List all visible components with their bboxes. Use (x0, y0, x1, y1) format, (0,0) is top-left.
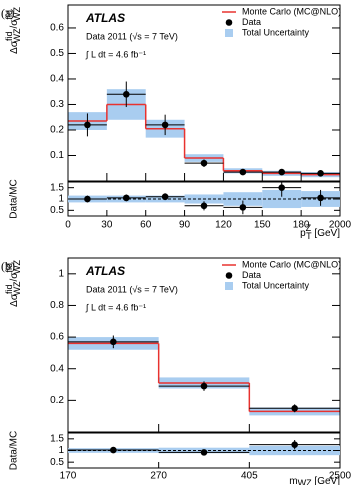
y-label-sup: fid (4, 263, 14, 273)
ratio-point (317, 194, 324, 202)
x-tick-label: 30 (101, 220, 113, 231)
ratio-point (161, 193, 169, 201)
x-tick-label: 2000 (329, 220, 352, 231)
ratio-point (200, 202, 208, 210)
ratio-y-tick-label: 1.5 (50, 182, 64, 193)
y-label: ΔσfidWZ/σfidWZ (4, 260, 22, 307)
ratio-point (278, 184, 286, 191)
legend-data-swatch (225, 272, 233, 279)
data-point (239, 168, 247, 176)
ratio-y-label: Data/MC (9, 431, 20, 470)
energy-text: Data 2011 (√s = 7 TeV) (86, 284, 178, 294)
y-tick-label: 0.6 (50, 332, 64, 343)
legend-label: Total Uncertainty (242, 280, 310, 290)
legend-label: Monte Carlo (MC@NLO) (242, 259, 341, 269)
y-label-sup: fid (4, 284, 14, 294)
energy-text: Data 2011 (√s = 7 TeV) (86, 31, 178, 41)
main-frame (67, 4, 341, 182)
legend-label: Data (242, 270, 261, 280)
x-tick-label: 270 (150, 471, 167, 482)
x-tick-label: 170 (60, 471, 77, 482)
ratio-y-label: Data/MC (9, 179, 20, 218)
y-label-sub: WZ (12, 7, 22, 21)
x-tick-label: 2500 (329, 471, 352, 482)
ratio-point (239, 204, 247, 211)
panel-label: (b) (1, 259, 15, 273)
legend-band-swatch (225, 282, 233, 290)
y-tick-label: 0.4 (50, 74, 64, 85)
ratio-point (291, 441, 298, 448)
x-tick-label: 120 (215, 220, 232, 231)
x-label: pZ T [GeV] (300, 223, 340, 241)
x-tick-label: 0 (65, 220, 71, 231)
data-point (161, 121, 169, 129)
ratio-y-tick-label: 0.5 (50, 205, 64, 216)
ratio-y-tick-label: 1 (58, 194, 64, 205)
y-label-sup: fid (4, 10, 14, 20)
x-label-part: [GeV] (312, 476, 341, 485)
legend-label: Data (242, 17, 261, 27)
y-label-sup: fid (4, 31, 14, 41)
y-label-sub: WZ (12, 260, 22, 274)
y-label-sub: WZ (12, 28, 22, 42)
x-label-sub: WZ (298, 478, 312, 485)
ratio-band (223, 192, 263, 206)
data-point (200, 382, 208, 390)
x-tick-label: 180 (293, 220, 310, 231)
x-label-part: p (300, 228, 306, 239)
data-point (110, 338, 117, 346)
ratio-band (262, 189, 302, 209)
legend-label: Total Uncertainty (242, 27, 310, 37)
y-label-part: Δσ (9, 293, 20, 307)
panel-label: (a) (1, 6, 14, 20)
x-label-sub: T (306, 231, 312, 241)
y-tick-label: 0.1 (50, 150, 64, 161)
x-tick-label: 405 (241, 471, 258, 482)
ratio-y-tick-label: 1 (58, 445, 64, 456)
main-frame (67, 257, 341, 433)
ratio-y-tick-label: 1.5 (50, 433, 64, 444)
x-label-part: m (289, 476, 297, 485)
lumi-text: ∫ L dt = 4.6 fb⁻¹ (85, 302, 146, 312)
x-label-sup: Z (306, 223, 312, 233)
y-label-part: Δσ (9, 40, 20, 54)
y-tick-label: 0.2 (50, 125, 64, 136)
data-point (317, 170, 324, 177)
y-tick-label: 0.2 (50, 395, 64, 406)
x-label-part: [GeV] (312, 228, 341, 239)
data-point (278, 168, 286, 176)
y-tick-label: 0.6 (50, 23, 64, 34)
y-tick-label: 0.4 (50, 363, 64, 374)
y-tick-label: 1 (58, 268, 64, 279)
y-tick-label: 0.3 (50, 99, 64, 110)
ratio-point (122, 194, 130, 202)
legend-label: Monte Carlo (MC@NLO) (242, 6, 341, 16)
data-point (200, 159, 208, 167)
y-label-sub: WZ (12, 281, 22, 295)
y-label-part: /σ (9, 272, 20, 282)
ratio-point (84, 195, 91, 203)
y-tick-label: 0.8 (50, 300, 64, 311)
legend-data-swatch (225, 19, 233, 26)
y-label-part: /σ (9, 19, 20, 29)
legend-band-swatch (225, 29, 233, 37)
data-point (84, 121, 91, 129)
ratio-y-tick-label: 0.5 (50, 457, 64, 468)
y-label: ΔσfidWZ/σfidWZ (4, 7, 22, 54)
x-label: mWZ [GeV] (289, 476, 340, 485)
atlas-label: ATLAS (85, 11, 125, 25)
data-point (122, 90, 130, 98)
y-tick-label: 0.5 (50, 48, 64, 59)
lumi-text: ∫ L dt = 4.6 fb⁻¹ (85, 49, 146, 59)
ratio-point (200, 449, 208, 456)
x-tick-label: 60 (140, 220, 152, 231)
x-tick-label: 90 (179, 220, 191, 231)
x-tick-label: 150 (254, 220, 271, 231)
data-point (291, 404, 298, 412)
atlas-label: ATLAS (85, 264, 125, 278)
ratio-point (110, 446, 117, 454)
